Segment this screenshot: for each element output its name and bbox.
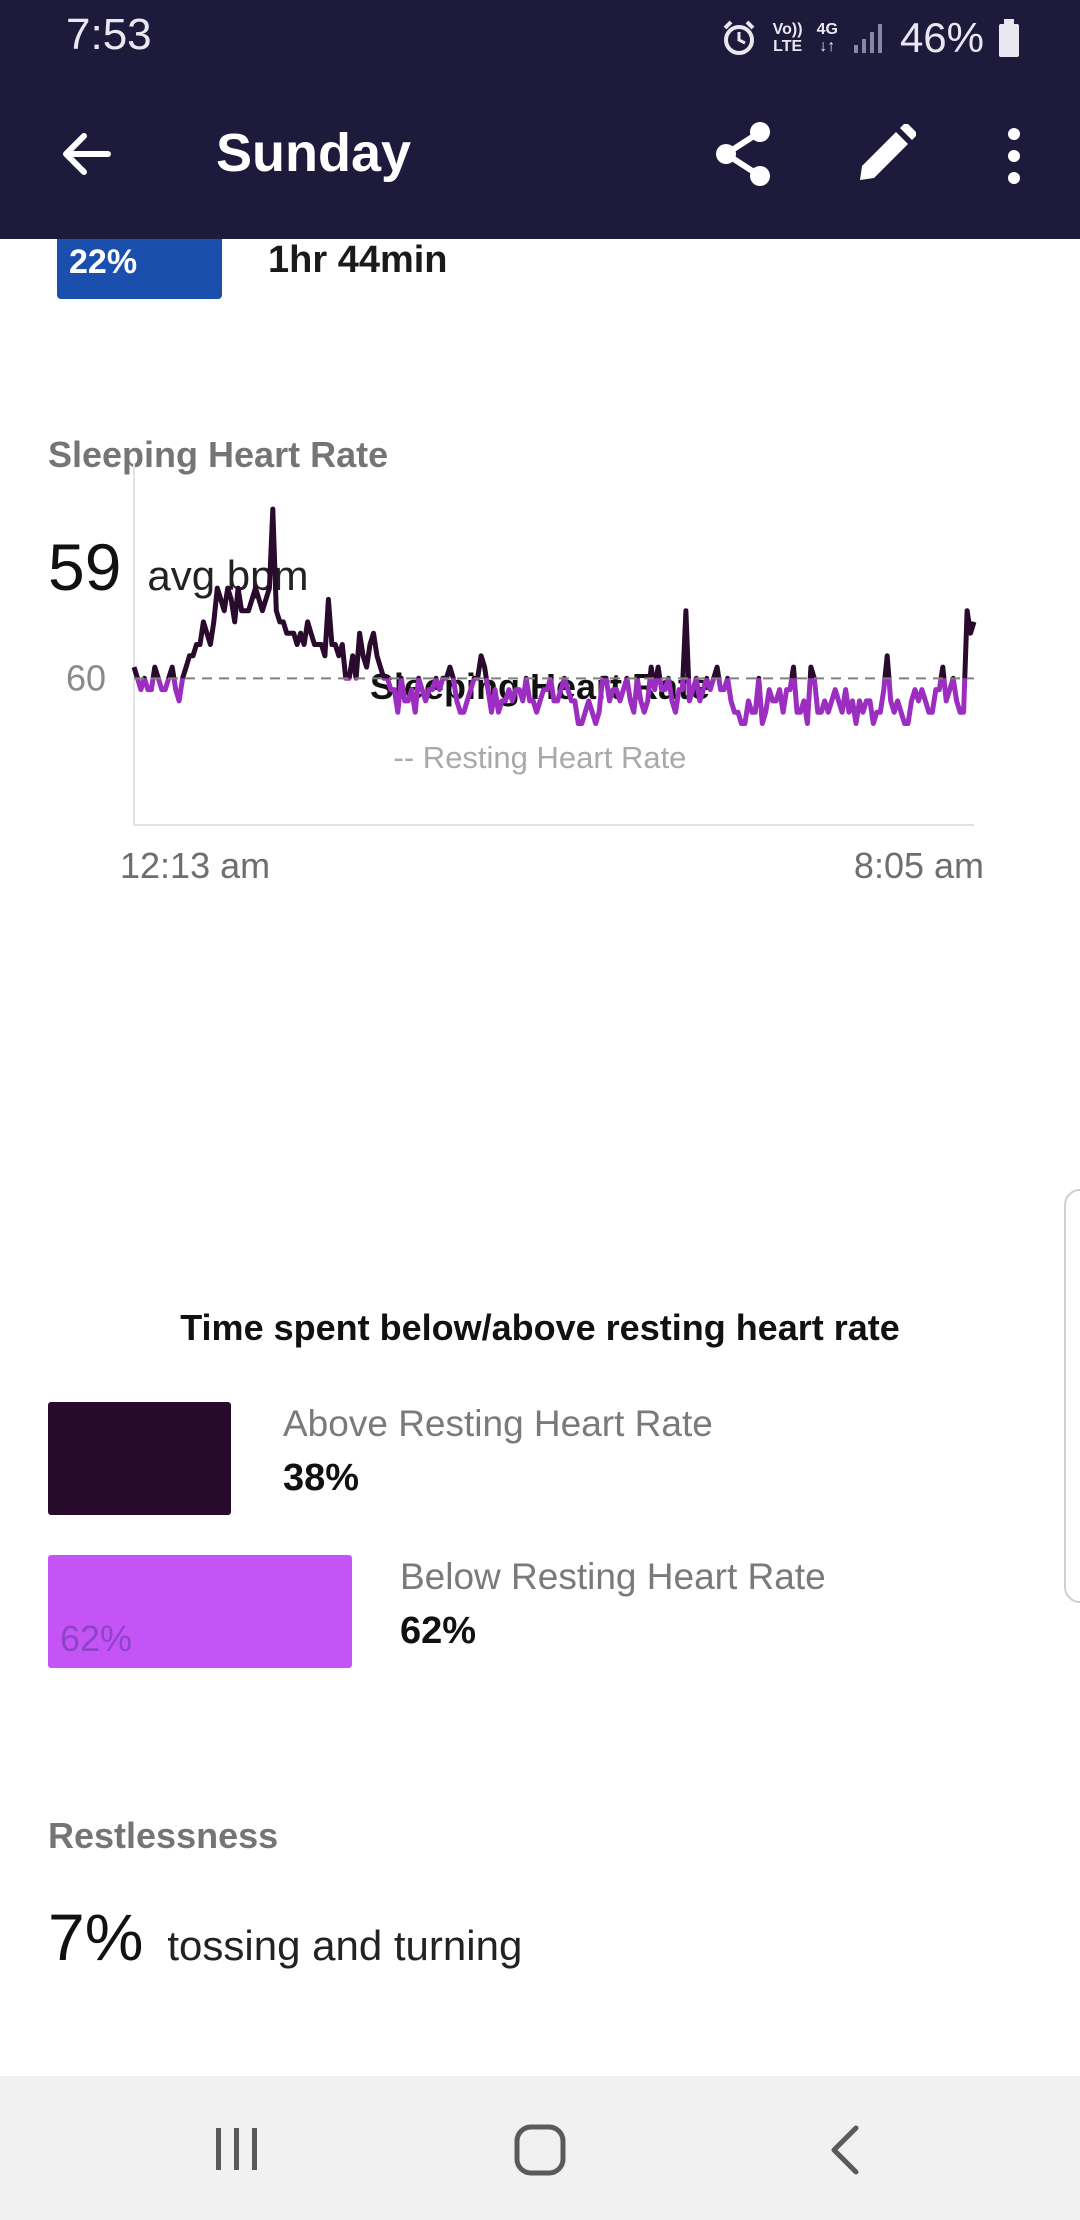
restlessness-stat: 7% tossing and turning [48, 1899, 522, 1975]
y-tick-label: 60 [66, 657, 106, 698]
status-time: 7:53 [66, 10, 152, 59]
edit-pencil-icon[interactable] [856, 124, 916, 184]
volte-bottom-label: LTE [773, 38, 803, 55]
sleeping-heart-rate-label: Sleeping Heart Rate [48, 434, 389, 475]
status-icons: Vo)) LTE 4G ↓↑ 46% [719, 12, 1020, 64]
volte-icon: Vo)) LTE [773, 21, 803, 55]
page-title: Sunday [216, 123, 412, 183]
sleep-stage-duration: 1hr 44min [268, 239, 448, 281]
above-resting-bar [48, 1402, 231, 1515]
volte-top-label: Vo)) [772, 21, 803, 38]
sleep-stage-percent: 22% [69, 243, 138, 281]
more-vertical-icon[interactable] [1000, 126, 1028, 186]
below-resting-bar: 62% [48, 1555, 352, 1668]
avg-heart-rate-value: 59 [48, 530, 122, 604]
below-resting-value: 62% [400, 1610, 477, 1652]
network-type-label: 4G [816, 21, 838, 38]
signal-icon [853, 24, 882, 53]
x-tick-label-start: 12:13 am [120, 845, 270, 886]
above-resting-label: Above Resting Heart Rate [283, 1403, 713, 1444]
below-resting-bar-text: 62% [60, 1618, 133, 1659]
above-resting-value: 38% [283, 1457, 360, 1499]
below-resting-label: Below Resting Heart Rate [400, 1556, 826, 1597]
home-icon[interactable] [512, 2122, 568, 2178]
restlessness-label: Restlessness [48, 1815, 279, 1856]
time-split-title: Time spent below/above resting heart rat… [180, 1307, 900, 1348]
content-area[interactable]: 22% 1hr 44min Sleeping Heart Rate 59 avg… [0, 239, 1080, 2076]
recent-apps-icon[interactable] [212, 2124, 262, 2174]
sleep-stage-bar: 22% [57, 239, 222, 299]
restlessness-description: tossing and turning [167, 1922, 523, 1969]
battery-percent: 46% [899, 14, 984, 61]
navigation-bar [0, 2076, 1080, 2220]
heart-rate-line-above [131, 506, 977, 679]
app-bar: Sunday [0, 76, 1080, 239]
battery-icon [999, 19, 1019, 57]
share-icon[interactable] [712, 120, 776, 188]
network-arrows-label: ↓↑ [819, 38, 836, 55]
back-icon[interactable] [820, 2122, 870, 2178]
back-arrow-icon[interactable] [56, 124, 116, 184]
x-tick-label-end: 8:05 am [854, 845, 984, 886]
chart-legend: -- Resting Heart Rate [393, 740, 687, 775]
status-bar: 7:53 Vo)) LTE 4G ↓↑ 46% [0, 0, 1080, 76]
heart-rate-line-below [134, 678, 968, 726]
network-4g-icon: 4G ↓↑ [817, 21, 838, 55]
alarm-icon [723, 20, 755, 55]
restlessness-value: 7% [48, 1900, 144, 1974]
scroll-handle[interactable] [1064, 1189, 1080, 1603]
heart-rate-chart: 60 12:13 am 8:05 am [66, 464, 984, 886]
